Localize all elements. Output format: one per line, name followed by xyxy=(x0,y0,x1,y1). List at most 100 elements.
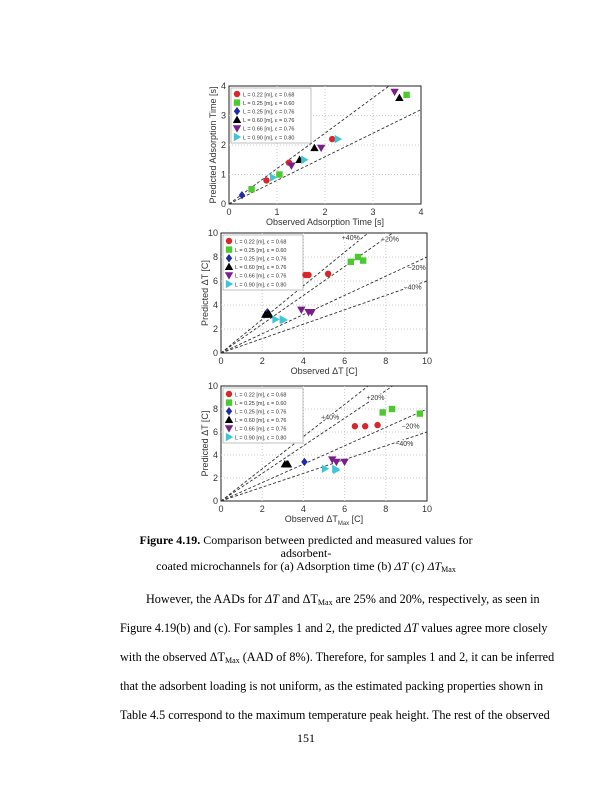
reference-line xyxy=(221,233,369,353)
legend: L = 0.22 [m], ε = 0.68 L = 0.25 [m], ε = … xyxy=(222,234,304,291)
text: are 25% and 20%, respectively, as seen i… xyxy=(332,592,540,606)
reference-line-label: +40% xyxy=(342,235,360,242)
x-axis-label: Observed Adsorption Time [s] xyxy=(266,217,384,227)
text: Figure 4.19(b) and (c). For samples 1 an… xyxy=(120,621,405,635)
legend-entry: L = 0.22 [m], ε = 0.68 xyxy=(235,239,286,245)
y-tick-label: 0 xyxy=(221,199,226,209)
y-tick-label: 3 xyxy=(221,111,226,121)
legend-marker xyxy=(225,399,233,406)
legend-entry: L = 0.22 [m], ε = 0.68 xyxy=(235,392,286,398)
data-point xyxy=(272,315,280,324)
data-point xyxy=(324,270,332,277)
x-axis-label-unit: [C] xyxy=(349,514,363,524)
data-point xyxy=(307,309,316,317)
x-tick-label: 10 xyxy=(422,356,432,366)
y-tick-label: 4 xyxy=(213,450,218,460)
legend-entry: L = 0.25 [m], ε = 0.76 xyxy=(235,410,286,416)
reference-line xyxy=(221,408,427,501)
x-tick-label: 6 xyxy=(342,504,347,514)
legend-entry: L = 0.25 [m], ε = 0.60 xyxy=(243,101,294,107)
legend-marker xyxy=(232,125,242,133)
data-point xyxy=(347,258,354,265)
text: However, the AADs for xyxy=(146,592,265,606)
caption-symbol: ΔT xyxy=(394,559,409,573)
legend-marker xyxy=(233,107,241,116)
legend-marker xyxy=(225,407,233,416)
legend-entry: L = 0.25 [m], ε = 0.60 xyxy=(235,248,286,254)
data-point xyxy=(388,405,396,413)
y-tick-label: 10 xyxy=(208,381,218,391)
text: (AAD of 8%). Therefore, for samples 1 an… xyxy=(239,650,555,664)
data-point xyxy=(340,458,349,467)
data-point xyxy=(310,143,319,152)
data-point xyxy=(248,186,255,193)
data-point xyxy=(379,409,386,416)
legend-entry: L = 0.66 [m], ε = 0.76 xyxy=(243,127,294,133)
y-axis-label: Predicted ΔT [C] xyxy=(200,260,210,326)
chart-2: 0 2 4 6 8 10 0 2 4 6 8 10 Observed ΔT [C] Predicted Δ… xyxy=(200,228,432,376)
chart-1: 0 1 2 3 4 0 1 2 3 4 Observed Adsorption Time [s] Pr… xyxy=(208,81,424,227)
reference-line-label: −20% xyxy=(408,265,426,272)
y-tick-label: 8 xyxy=(213,404,218,414)
data-point xyxy=(329,135,336,143)
y-tick-label: 0 xyxy=(213,496,218,506)
data-point xyxy=(333,465,341,475)
x-tick-label: 0 xyxy=(226,207,231,217)
text: values agree more closely xyxy=(418,621,548,635)
y-tick-label: 6 xyxy=(213,276,218,286)
legend-entry: L = 0.25 [m], ε = 0.76 xyxy=(235,257,286,263)
subscript: Max xyxy=(224,656,240,665)
data-point xyxy=(238,190,246,200)
data-point xyxy=(283,460,293,468)
caption-line: coated microchannels for (a) Adsorption … xyxy=(156,559,395,573)
legend-marker xyxy=(225,279,234,289)
data-point xyxy=(301,457,308,467)
legend-box xyxy=(222,387,304,444)
data-point xyxy=(390,88,399,97)
text: and ΔT xyxy=(278,592,318,606)
legend-entry: L = 0.22 [m], ε = 0.68 xyxy=(243,92,294,98)
reference-line xyxy=(221,256,427,353)
data-point xyxy=(403,91,410,99)
caption-symbol: ΔT xyxy=(427,559,442,573)
reference-line-label: −40% xyxy=(395,441,413,448)
data-point xyxy=(287,162,296,170)
caption-subscript: Max xyxy=(441,565,456,574)
reference-line-label: +20% xyxy=(366,395,384,402)
reference-line xyxy=(221,431,427,501)
legend-marker xyxy=(224,272,234,280)
reference-line xyxy=(221,280,427,353)
legend-marker xyxy=(224,415,234,423)
x-tick-label: 0 xyxy=(218,356,223,366)
data-point xyxy=(305,271,312,279)
subscript: Max xyxy=(317,598,333,607)
x-tick-label: 2 xyxy=(260,356,265,366)
data-point xyxy=(280,315,289,325)
x-tick-label: 4 xyxy=(418,207,423,217)
reference-line xyxy=(229,109,421,204)
data-point xyxy=(265,310,274,318)
legend-marker xyxy=(225,237,233,245)
legend-entry: L = 0.25 [m], ε = 0.60 xyxy=(235,401,286,407)
x-tick-label: 1 xyxy=(274,207,279,217)
legend: L = 0.22 [m], ε = 0.68 L = 0.25 [m], ε = … xyxy=(222,387,304,444)
x-tick-label: 0 xyxy=(218,504,223,514)
legend-marker xyxy=(225,254,233,263)
x-tick-label: 8 xyxy=(383,356,388,366)
symbol: ΔT xyxy=(265,592,279,606)
x-axis-label-text: Observed ΔT xyxy=(285,514,339,524)
legend-marker xyxy=(233,132,242,142)
paragraph-line: However, the AADs for ΔT and ΔTMax are 2… xyxy=(146,592,540,607)
data-point xyxy=(416,410,423,417)
page-number: 151 xyxy=(297,731,315,745)
y-tick-label: 10 xyxy=(208,228,218,238)
x-tick-label: 4 xyxy=(301,356,306,366)
x-tick-label: 6 xyxy=(342,356,347,366)
reference-line xyxy=(221,386,369,501)
data-point xyxy=(374,421,381,429)
y-tick-label: 1 xyxy=(221,170,226,180)
reference-line-label: +20% xyxy=(381,236,399,243)
paragraph-line: that the adsorbent loading is not unifor… xyxy=(120,679,544,693)
data-point xyxy=(316,144,326,153)
legend-marker xyxy=(225,246,233,253)
